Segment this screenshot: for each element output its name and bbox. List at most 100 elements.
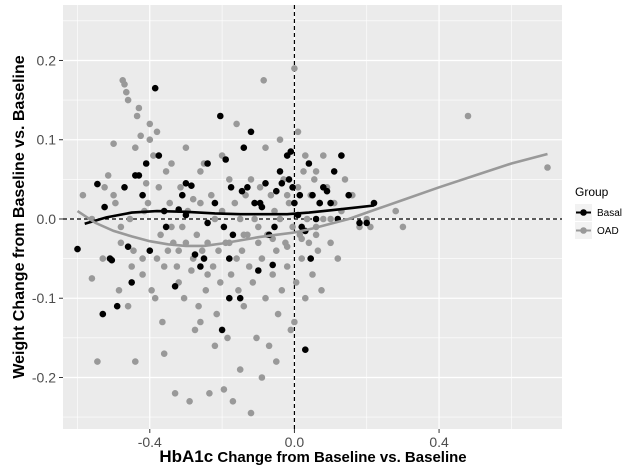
point-oad [236,215,244,223]
point-oad [312,168,320,175]
point-oad [162,168,170,175]
point-oad [245,263,253,270]
point-oad [267,191,275,199]
point-oad [94,358,101,365]
point-basal [287,148,295,155]
point-oad [303,215,311,223]
point-oad [160,350,168,358]
point-oad [314,247,322,254]
point-oad [206,390,213,397]
point-basal [121,184,128,191]
point-oad [146,120,154,128]
point-basal [113,302,121,310]
point-basal [182,180,190,187]
y-axis-title: Weight Change from Baseline vs. Baseline [11,55,28,378]
point-basal [188,182,195,189]
point-basal [226,255,233,262]
point-basal [135,172,143,179]
trend-lines [76,152,548,248]
point-basal [302,346,309,354]
point-oad [269,271,277,278]
point-oad [273,247,280,254]
point-oad [253,334,260,342]
point-basal [124,243,132,250]
point-oad [302,152,309,159]
point-basal [273,187,280,195]
point-oad [318,287,325,294]
point-oad [175,247,182,254]
point-oad [309,271,316,278]
point-oad [153,128,161,136]
point-oad [289,223,296,231]
point-oad [182,144,190,151]
point-basal [197,263,204,270]
point-oad [283,191,291,199]
point-oad [247,409,255,417]
point-oad [189,195,197,203]
point-basal [307,255,315,262]
point-basal [238,187,246,195]
point-oad [238,247,246,254]
point-oad [146,136,154,143]
point-oad [247,176,255,183]
point-oad [191,326,199,334]
point-oad [142,180,150,187]
point-basal [312,215,320,223]
point-basal [262,180,269,187]
y-axis-ticks: -0.2 -0.1 0.0 0.1 0.2 [32,52,63,385]
legend-label-basal: Basal [597,208,622,219]
point-oad [291,318,298,326]
point-basal [74,245,81,253]
point-basal [323,187,331,195]
point-oad [320,215,327,223]
point-oad [151,294,159,302]
point-basal [278,180,286,187]
point-basal [108,256,116,264]
point-oad [302,294,309,302]
point-oad [231,199,239,207]
y-tick-label: -0.1 [32,290,56,306]
point-oad [274,310,282,318]
point-oad [155,184,163,191]
point-oad [137,132,144,140]
point-basal [151,84,159,92]
point-oad [211,342,219,350]
point-basal [305,160,313,167]
point-oad [126,215,134,223]
point-oad [258,374,266,381]
point-basal [229,231,237,239]
point-oad [334,255,342,262]
point-basal [296,191,304,199]
y-tick-label: 0.1 [37,132,57,148]
point-oad [99,255,107,262]
point-oad [292,279,300,286]
legend-label-oad: OAD [597,226,619,237]
panel-background [63,5,562,429]
point-oad [197,168,204,175]
point-oad [173,263,181,270]
y-tick-label: 0.2 [37,52,57,68]
point-oad [233,120,240,128]
point-oad [265,342,273,350]
point-oad [399,223,407,231]
point-basal [179,191,186,199]
point-oad [327,239,334,247]
point-basal [291,199,298,207]
point-oad [341,176,349,183]
point-oad [298,255,306,262]
point-oad [168,160,175,167]
legend-point-oad [580,227,587,234]
x-axis-ticks: -0.4 0.0 0.4 [138,429,449,450]
point-oad [254,239,262,247]
point-oad [276,215,284,223]
point-oad [157,231,164,239]
point-basal [191,251,199,258]
x-tick-label: -0.4 [138,434,162,450]
point-oad [211,215,219,223]
point-basal [269,261,277,269]
point-oad [117,223,125,231]
trend-line-oad [76,152,548,248]
point-basal [327,199,334,207]
point-oad [209,263,217,270]
